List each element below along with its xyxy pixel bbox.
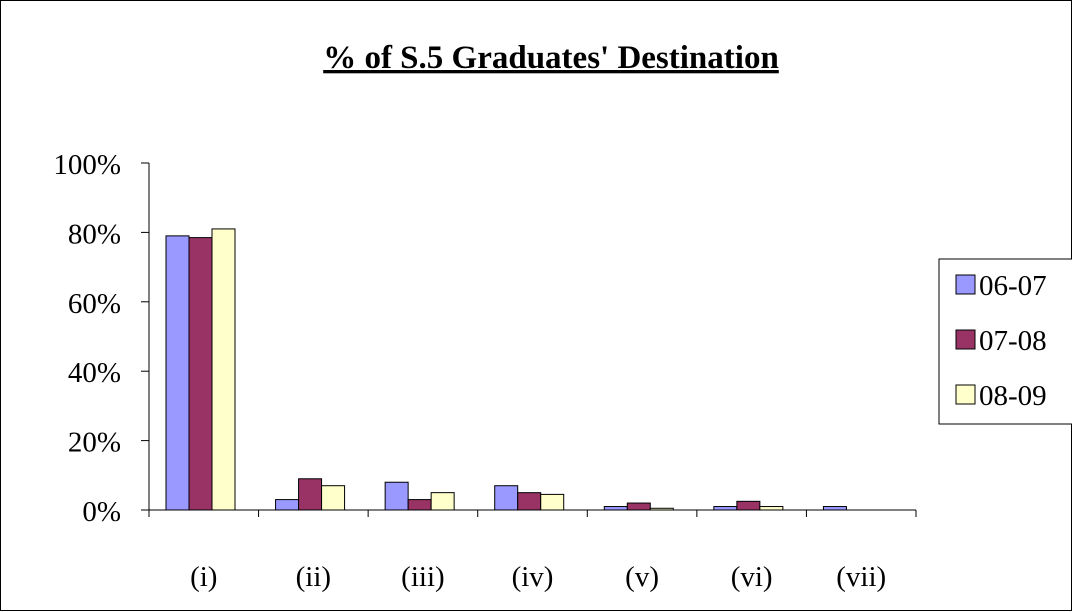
- bar-08-09-v: [649, 507, 674, 511]
- y-tick-label: 80%: [68, 218, 121, 250]
- bar-06-07-iv: [494, 485, 519, 511]
- x-axis-ticks: (i) (ii) (iii) (iv) (v) (vi) (vii): [148, 510, 917, 593]
- bar-07-08-ii: [298, 478, 323, 511]
- y-tick-label: 60%: [68, 288, 121, 320]
- bar-06-07-ii: [275, 499, 300, 511]
- x-tick-label: (iii): [401, 561, 445, 593]
- bar-07-08-v: [626, 502, 651, 511]
- y-tick-label: 0%: [82, 496, 121, 528]
- bar-08-09-vi: [759, 506, 784, 511]
- bar-08-09-iv: [540, 493, 565, 511]
- bar-08-09-i: [211, 228, 236, 511]
- bar-07-08-iii: [407, 499, 432, 511]
- bar-06-07-vii: [822, 506, 847, 511]
- bar-06-07-iii: [384, 481, 409, 511]
- x-tick-label: (vii): [836, 561, 886, 593]
- y-tick-label: 20%: [68, 427, 121, 459]
- x-tick-label: (vi): [731, 561, 773, 593]
- legend-swatch-06-07: [955, 274, 976, 295]
- bar-06-07-i: [165, 235, 190, 511]
- bar-08-09-iii: [430, 492, 455, 511]
- legend-label-08-09: 08-09: [979, 380, 1047, 412]
- legend-label-07-08: 07-08: [979, 325, 1047, 357]
- bar-07-08-iv: [517, 492, 542, 511]
- x-tick-label: (i): [190, 561, 217, 593]
- legend-swatch-07-08: [955, 329, 976, 350]
- bar-06-07-v: [603, 506, 628, 511]
- legend-label-06-07: 06-07: [979, 270, 1047, 302]
- bar-08-09-ii: [321, 485, 346, 511]
- bar-06-07-vi: [713, 506, 738, 511]
- bar-07-08-i: [188, 237, 213, 511]
- x-tick-label: (iv): [512, 561, 554, 593]
- x-tick-label: (v): [625, 561, 659, 593]
- legend-swatch-08-09: [955, 384, 976, 405]
- axes: [148, 163, 916, 511]
- legend: 06-07 07-08 08-09: [938, 258, 1072, 425]
- chart-title: % of S.5 Graduates' Destination: [323, 40, 779, 76]
- y-tick-label: 100%: [53, 149, 121, 181]
- x-tick-label: (ii): [296, 561, 331, 593]
- y-tick-label: 40%: [68, 357, 121, 389]
- bar-07-08-vi: [736, 500, 761, 511]
- bars: [165, 228, 847, 511]
- y-axis-ticks: 0% 20% 40% 60% 80% 100%: [53, 149, 149, 528]
